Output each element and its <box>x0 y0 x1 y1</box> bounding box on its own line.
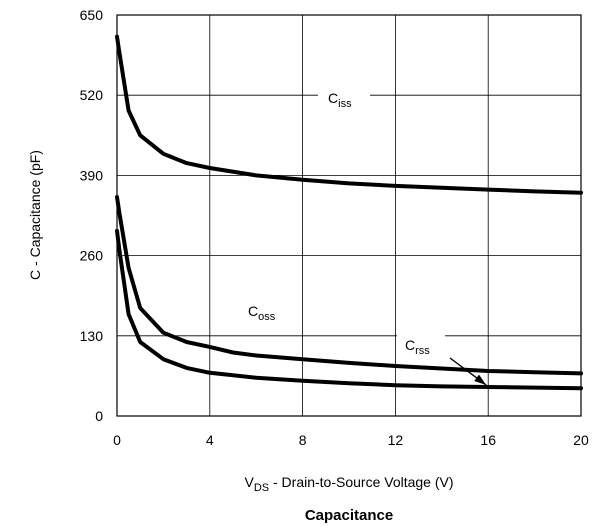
crss-arrow-head <box>474 374 487 385</box>
y-tick-label: 260 <box>80 248 104 264</box>
series-label-background <box>318 88 370 108</box>
series-label-background <box>242 300 292 320</box>
x-tick-label: 0 <box>113 432 121 448</box>
x-tick-label: 16 <box>480 432 496 448</box>
series-label-coss: Coss <box>248 303 276 323</box>
series-labels: Ciss Coss Crss <box>242 88 487 386</box>
y-axis-title: C - Capacitance (pF) <box>27 150 43 280</box>
series-label-crss: Crss <box>405 337 430 357</box>
grid-lines <box>117 15 581 416</box>
series-label-background <box>397 333 445 353</box>
x-tick-label: 20 <box>573 432 589 448</box>
x-tick-label: 12 <box>388 432 404 448</box>
series-line-ciss <box>115 34 583 195</box>
y-tick-label: 0 <box>95 408 103 424</box>
figure-caption: Capacitance <box>305 507 393 524</box>
y-tick-labels: 0 130 260 390 520 650 <box>80 7 104 424</box>
x-tick-labels: 0 4 8 12 16 20 <box>113 432 589 448</box>
y-tick-label: 390 <box>80 167 104 183</box>
y-tick-label: 130 <box>80 328 104 344</box>
series-line-coss <box>115 195 583 376</box>
y-tick-label: 650 <box>80 7 104 23</box>
plot-frame <box>116 14 582 417</box>
x-tick-label: 8 <box>299 432 307 448</box>
y-tick-label: 520 <box>80 87 104 103</box>
x-axis-title: VDS - Drain-to-Source Voltage (V) <box>244 474 453 494</box>
series-label-ciss: Ciss <box>328 90 352 110</box>
x-tick-label: 4 <box>206 432 214 448</box>
series-line-crss <box>115 228 583 391</box>
